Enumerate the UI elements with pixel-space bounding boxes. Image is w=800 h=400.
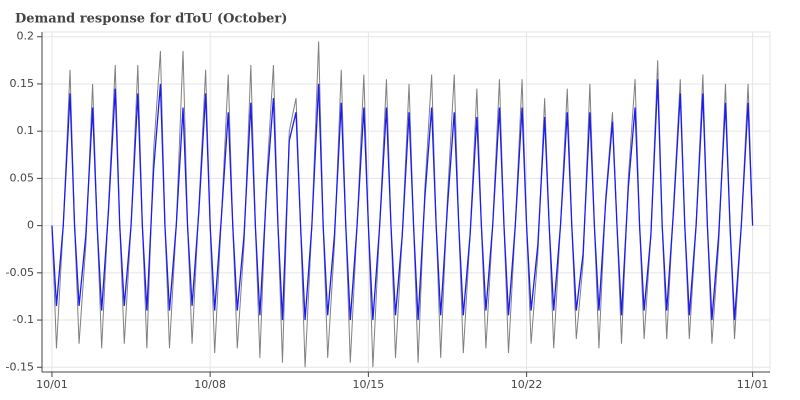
series-line xyxy=(51,41,754,368)
y-tick-label: -0.15 xyxy=(6,360,34,373)
y-tick-label: -0.05 xyxy=(6,266,34,279)
y-tick-label: 0 xyxy=(27,219,34,232)
y-tick-label: 0.2 xyxy=(17,30,35,43)
x-tick-label: 10/22 xyxy=(511,378,543,391)
x-tick-label: 10/15 xyxy=(353,378,385,391)
x-tick-label: 10/08 xyxy=(194,378,226,391)
plot-area xyxy=(41,31,771,373)
x-tick-label: 10/01 xyxy=(36,378,68,391)
y-tick-label: -0.1 xyxy=(13,313,34,326)
y-tick-label: 0.05 xyxy=(10,171,35,184)
y-tick-label: 0.1 xyxy=(17,124,35,137)
chart-title: Demand response for dToU (October) xyxy=(15,12,287,27)
series-line xyxy=(51,79,754,321)
x-tick-label: 11/01 xyxy=(737,378,769,391)
y-tick-label: 0.15 xyxy=(10,77,35,90)
